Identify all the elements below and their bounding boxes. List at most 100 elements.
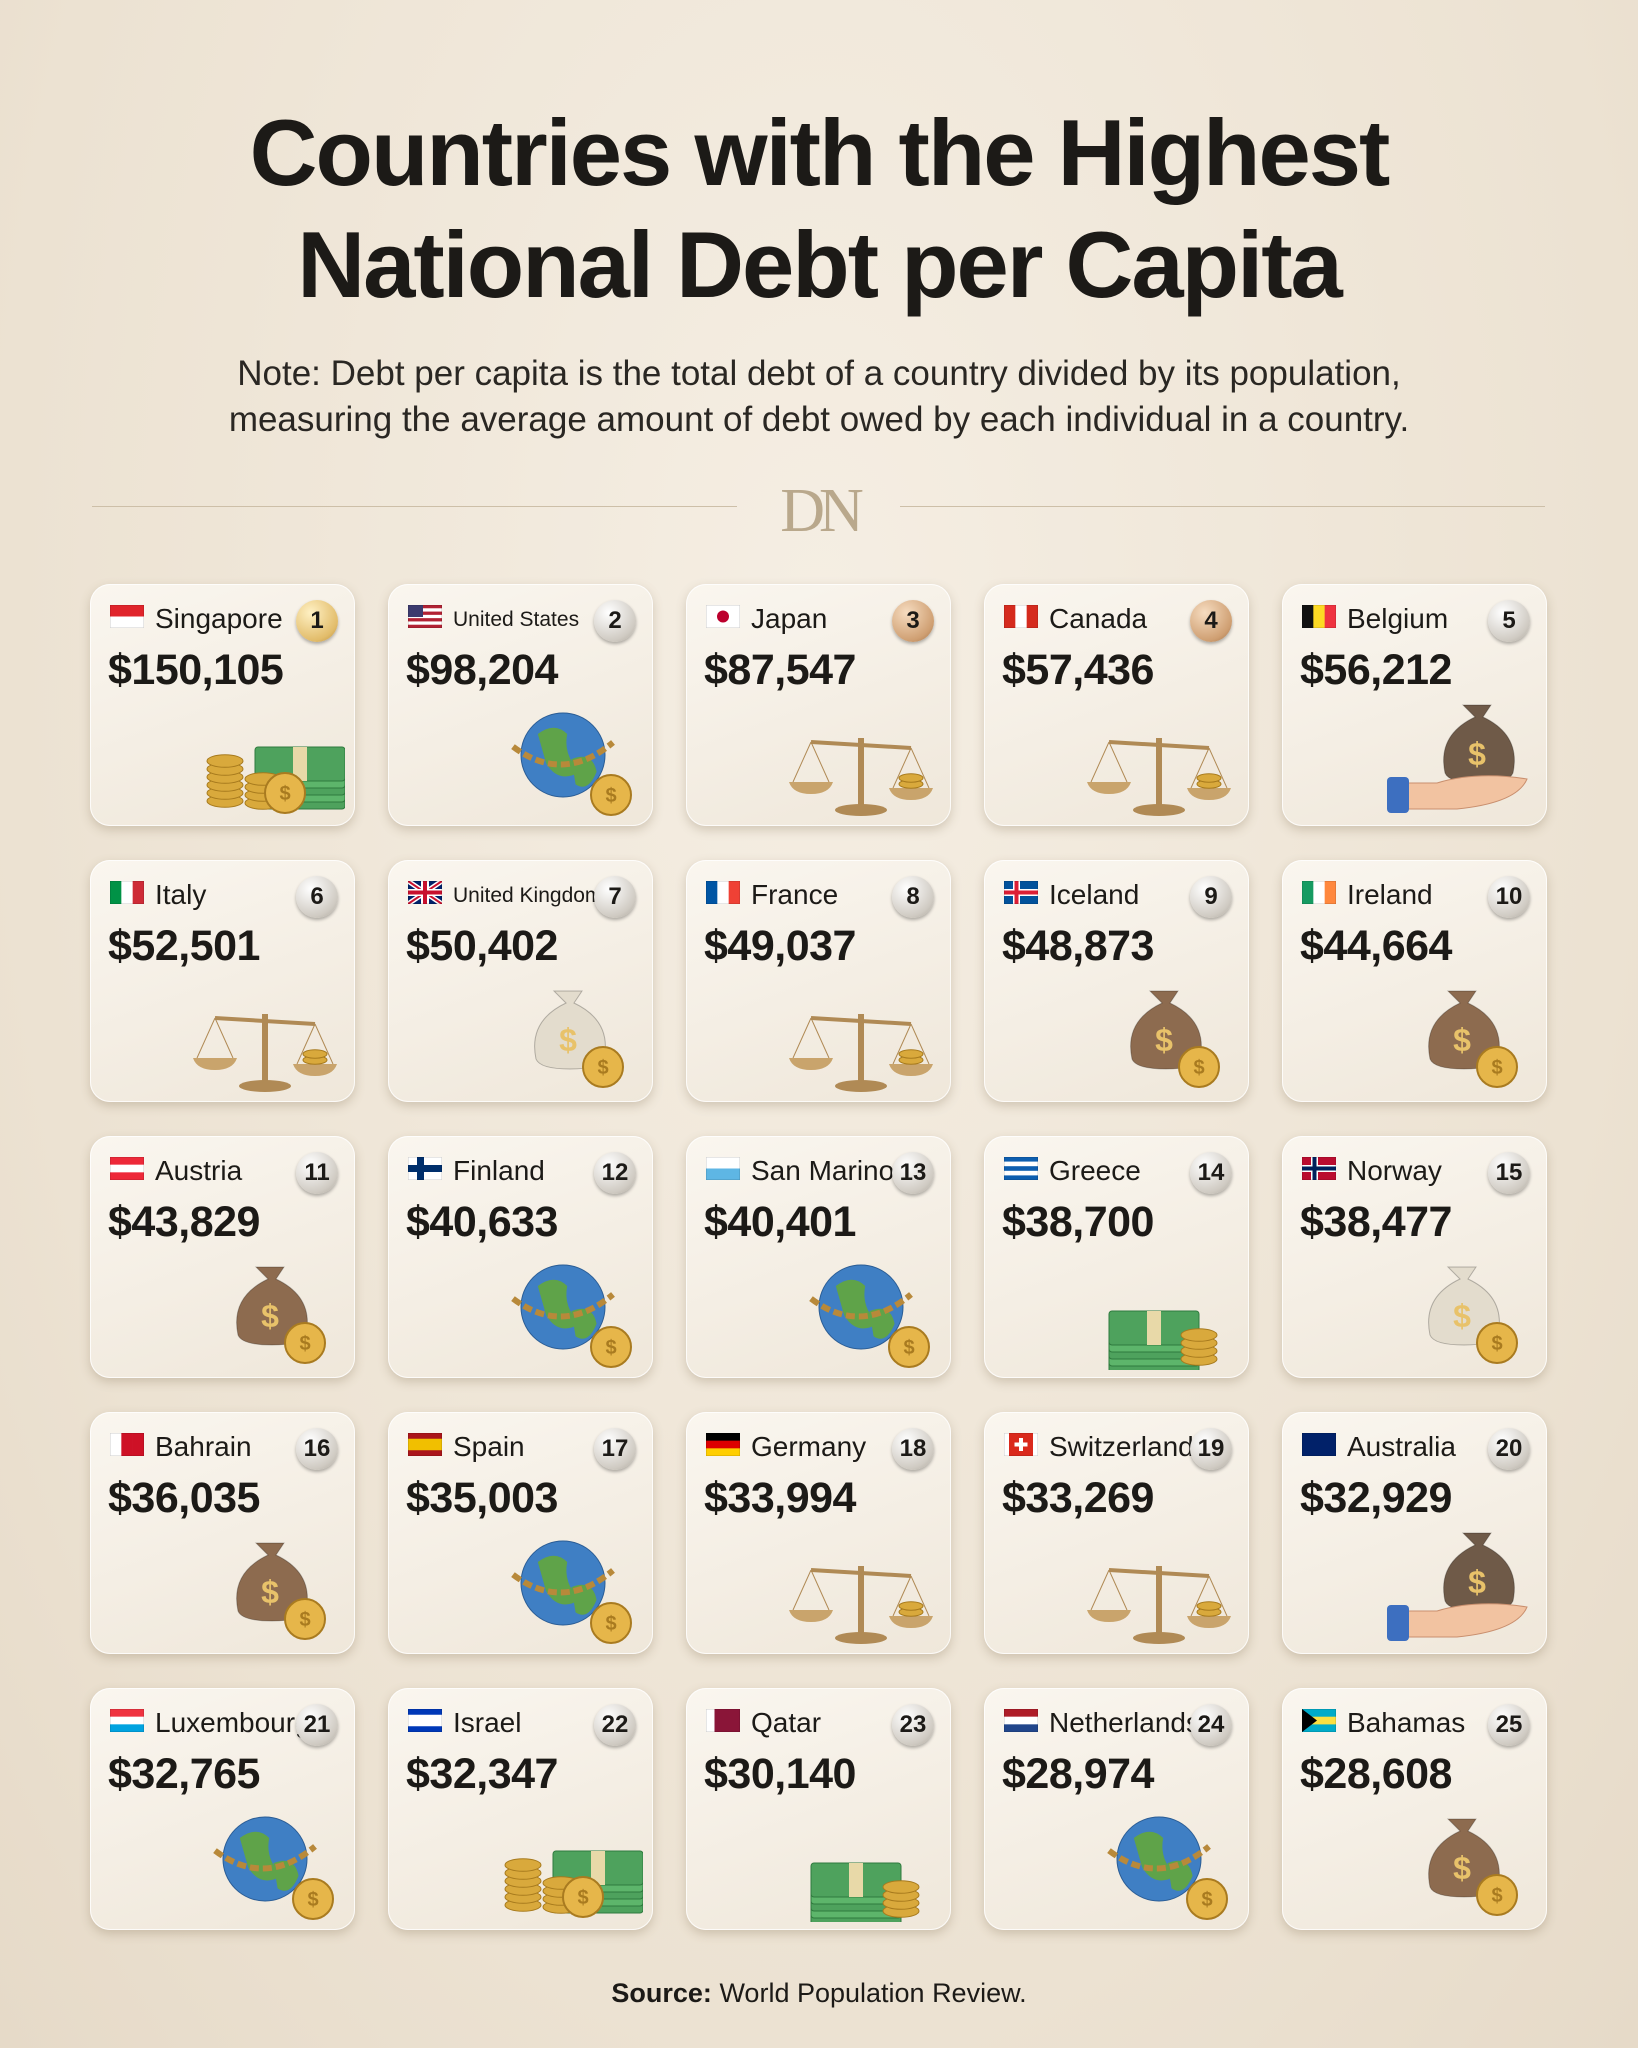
- scale-strings: [1090, 741, 1128, 783]
- flag-part: [110, 1433, 122, 1456]
- country-name: Spain: [453, 1431, 525, 1462]
- title-line: Countries with the Highest: [249, 100, 1391, 205]
- coin-mark: $: [1491, 1885, 1502, 1907]
- illustration: $: [504, 1850, 643, 1918]
- country-name: Bahrain: [155, 1431, 252, 1462]
- flag-part: [706, 1168, 740, 1180]
- flag-part: [1026, 605, 1038, 628]
- country-name: Switzerland: [1049, 1431, 1194, 1462]
- rank-badge: 20: [1488, 1428, 1530, 1470]
- card: Singapore 1 $150,105 $: [90, 584, 355, 826]
- coin: [590, 1602, 632, 1644]
- scale-pan: [889, 788, 933, 800]
- illustration: $$: [1130, 990, 1220, 1088]
- illustration: $$: [1428, 1818, 1518, 1916]
- flag-part: [408, 1726, 442, 1732]
- coin: [1476, 1874, 1518, 1916]
- flag-part: [110, 1157, 144, 1165]
- illustration: $$: [534, 990, 624, 1088]
- illustration: $: [511, 1540, 632, 1644]
- coin-mark: $: [1491, 1333, 1502, 1355]
- globe-land: [537, 1279, 597, 1339]
- card: Bahamas 25 $28,608 $ $: [1282, 1688, 1547, 1930]
- illustration: $: [1387, 1532, 1528, 1641]
- money-bag: [1428, 990, 1500, 1070]
- scale-base: [835, 1080, 887, 1092]
- flag-part: [706, 1433, 740, 1441]
- scale-pan: [789, 1058, 833, 1070]
- scale-pan: [889, 1616, 933, 1628]
- flag-part: [1004, 1724, 1038, 1732]
- flag-part: [408, 1438, 442, 1445]
- rank-badge: 1: [296, 600, 338, 642]
- debt-value: $30,140: [704, 1750, 856, 1798]
- illustration: $$: [236, 1542, 326, 1640]
- illustration: $: [1387, 704, 1528, 813]
- flag: [1302, 881, 1336, 904]
- flag-part: [1004, 1161, 1038, 1167]
- flag-part: [408, 1709, 442, 1716]
- scale-strings: [1190, 747, 1228, 789]
- scale-strings: [792, 1569, 830, 1611]
- flag-part: [408, 605, 423, 617]
- flag: [1302, 1709, 1336, 1732]
- rank-badge: 4: [1190, 600, 1232, 642]
- flag-part: [728, 881, 740, 904]
- coin: [888, 1326, 930, 1368]
- debt-value: $28,974: [1002, 1750, 1154, 1798]
- rank-badge: 3: [892, 600, 934, 642]
- scale-pan: [1087, 1610, 1131, 1622]
- coin-mark: $: [605, 1337, 616, 1359]
- rank-badge: 6: [296, 876, 338, 918]
- flag: [110, 1709, 144, 1732]
- flag: [110, 605, 144, 628]
- coin: [898, 1601, 924, 1611]
- card: Israel 22 $32,347 $: [388, 1688, 653, 1930]
- scale-pan: [1187, 1616, 1231, 1628]
- cash-band: [849, 1863, 863, 1897]
- coin: [1180, 1328, 1218, 1342]
- flag-part: [408, 611, 442, 616]
- card: Norway 15 $38,477 $ $: [1282, 1136, 1547, 1378]
- flag: [1302, 1433, 1336, 1456]
- country-name: Netherlands: [1049, 1707, 1200, 1738]
- card: Austria 11 $43,829 $ $: [90, 1136, 355, 1378]
- debt-value: $48,873: [1002, 922, 1154, 970]
- flag: [1004, 1433, 1038, 1456]
- flag-part: [717, 881, 729, 904]
- hand: [1396, 1603, 1528, 1638]
- flag-part: [723, 1709, 732, 1732]
- illustration: $: [809, 1264, 930, 1368]
- flag-part: [1004, 1157, 1038, 1162]
- country-name: Japan: [751, 603, 828, 634]
- country-name: Canada: [1049, 603, 1148, 634]
- source: Source: World Population Review.: [0, 1978, 1638, 2009]
- rank-badge: 10: [1488, 876, 1530, 918]
- flag-part: [1302, 1709, 1317, 1732]
- debt-value: $150,105: [108, 646, 284, 694]
- flag: [1004, 1709, 1038, 1732]
- flag-part: [1302, 1716, 1336, 1725]
- scale-pole: [1156, 1566, 1162, 1638]
- scale-pole: [858, 1014, 864, 1086]
- cash-band: [591, 1851, 605, 1885]
- country-name: United Kingdom: [453, 884, 603, 907]
- scale-pan: [789, 782, 833, 794]
- card: Spain 17 $35,003 $: [388, 1412, 653, 1654]
- money-bag: [236, 1266, 308, 1346]
- globe-land: [537, 1555, 597, 1615]
- illustration: [1087, 738, 1231, 816]
- flag: [110, 1433, 144, 1456]
- cuff: [1387, 777, 1409, 813]
- rank-badge: 12: [594, 1152, 636, 1194]
- scale-beam: [1108, 740, 1210, 750]
- illustration: [789, 1014, 933, 1092]
- flag-part: [408, 1720, 442, 1727]
- scale-base: [835, 804, 887, 816]
- flag-part: [1302, 1433, 1336, 1456]
- scale-beam: [214, 1016, 316, 1026]
- rank-badge: 11: [296, 1152, 338, 1194]
- debt-value: $33,994: [704, 1474, 856, 1522]
- debt-value: $49,037: [704, 922, 856, 970]
- scale-beam: [810, 740, 912, 750]
